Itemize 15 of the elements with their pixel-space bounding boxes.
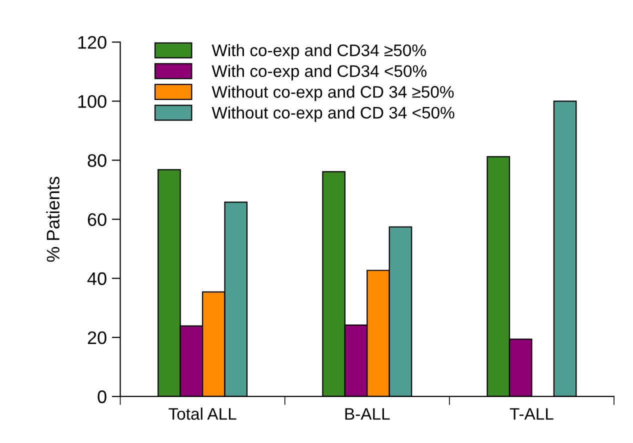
y-tick-label: 60 — [88, 213, 106, 226]
legend-label: With co-exp and CD34 <50% — [212, 64, 426, 80]
legend-label: Without co-exp and CD 34 <50% — [212, 106, 454, 122]
x-tick-label: B-ALL — [345, 408, 390, 420]
y-tick-label: 20 — [88, 331, 106, 344]
y-tick-label: 120 — [78, 36, 106, 49]
y-tick-label: 0 — [98, 390, 106, 404]
legend-label: With co-exp and CD34 ≥50% — [212, 44, 426, 60]
legend-label: Without co-exp and CD 34 ≥50% — [212, 86, 454, 102]
y-tick-label: 100 — [78, 95, 106, 108]
x-tick-label: Total ALL — [168, 408, 236, 420]
y-tick-label: 40 — [87, 272, 106, 286]
y-axis-title: % Patients — [46, 176, 60, 262]
x-tick-label: T-ALL — [510, 408, 554, 420]
y-tick-label: 80 — [88, 154, 106, 167]
